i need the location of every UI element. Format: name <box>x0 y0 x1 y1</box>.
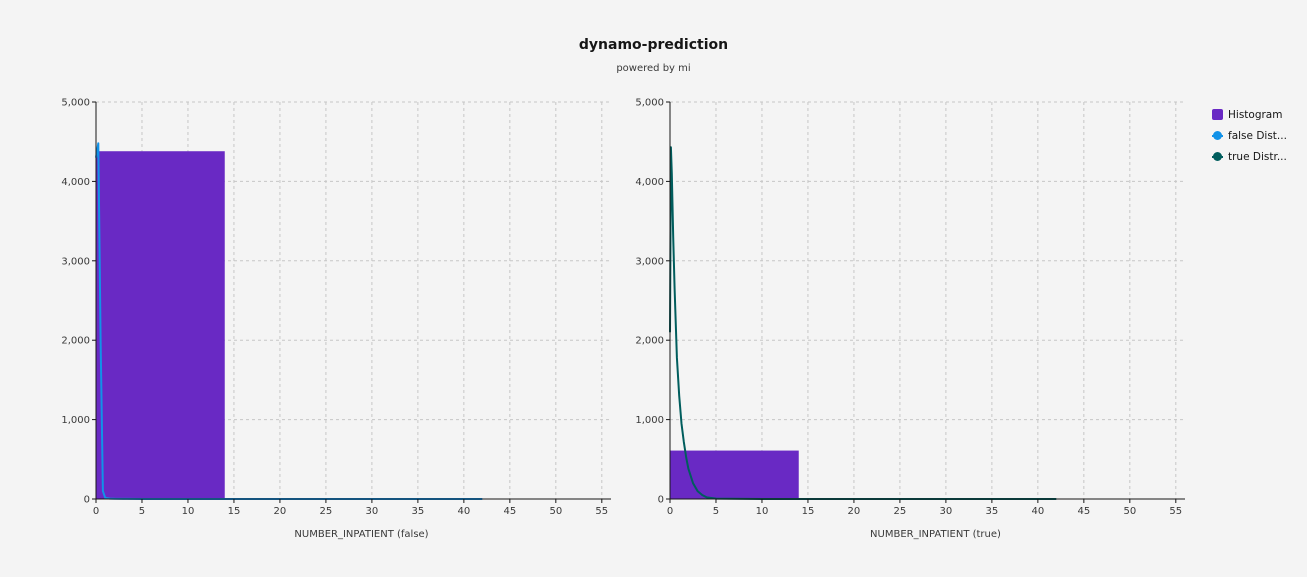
y-tick-label: 3,000 <box>635 256 664 267</box>
x-tick-label: 25 <box>894 506 907 517</box>
histogram-bar <box>670 450 799 499</box>
x-axis-label: NUMBER_INPATIENT (true) <box>870 529 1001 540</box>
y-tick-label: 4,000 <box>635 177 664 188</box>
x-tick-label: 10 <box>182 506 195 517</box>
x-tick-label: 40 <box>457 506 470 517</box>
x-tick-label: 45 <box>503 506 516 517</box>
legend-item-true-dist[interactable]: true Distr... <box>1212 146 1287 167</box>
x-tick-label: 20 <box>848 506 861 517</box>
x-tick-label: 35 <box>986 506 999 517</box>
x-tick-label: 50 <box>1123 506 1136 517</box>
y-tick-label: 2,000 <box>61 336 90 347</box>
x-tick-label: 55 <box>595 506 608 517</box>
legend-label-histogram: Histogram <box>1228 108 1283 121</box>
y-tick-label: 5,000 <box>635 98 664 109</box>
legend-swatch-histogram <box>1212 109 1223 120</box>
x-tick-label: 20 <box>274 506 287 517</box>
x-tick-label: 35 <box>412 506 425 517</box>
y-tick-label: 3,000 <box>61 256 90 267</box>
chart-subtitle: powered by mi <box>616 63 691 74</box>
legend-item-histogram[interactable]: Histogram <box>1212 104 1287 125</box>
legend-item-false-dist[interactable]: false Dist... <box>1212 125 1287 146</box>
x-tick-label: 30 <box>366 506 379 517</box>
x-tick-label: 45 <box>1077 506 1090 517</box>
x-tick-label: 15 <box>802 506 815 517</box>
x-tick-label: 10 <box>756 506 769 517</box>
y-tick-label: 0 <box>84 495 90 506</box>
x-tick-label: 55 <box>1169 506 1182 517</box>
x-tick-label: 40 <box>1031 506 1044 517</box>
x-tick-label: 50 <box>549 506 562 517</box>
legend-label-false-dist: false Dist... <box>1228 129 1287 142</box>
y-tick-label: 1,000 <box>61 415 90 426</box>
x-tick-label: 0 <box>93 506 99 517</box>
legend: Histogram false Dist... true Distr... <box>1212 104 1287 167</box>
x-tick-label: 25 <box>320 506 333 517</box>
y-tick-label: 4,000 <box>61 177 90 188</box>
x-tick-label: 5 <box>713 506 719 517</box>
y-tick-label: 0 <box>658 495 664 506</box>
x-tick-label: 5 <box>139 506 145 517</box>
y-tick-label: 5,000 <box>61 98 90 109</box>
plot-left: 0 1,000 2,000 3,000 4,000 5,000 0 5 10 15 20 25 30 35… <box>61 98 611 540</box>
x-axis-label: NUMBER_INPATIENT (false) <box>294 529 428 540</box>
x-tick-label: 30 <box>940 506 953 517</box>
y-tick-label: 2,000 <box>635 336 664 347</box>
legend-swatch-true-dist <box>1212 151 1223 162</box>
chart-title: dynamo-prediction <box>578 37 729 53</box>
legend-swatch-false-dist <box>1212 130 1223 141</box>
plot-right: 0 1,000 2,000 3,000 4,000 5,000 0 5 10 15 20 25 30 35… <box>635 98 1185 540</box>
x-tick-label: 0 <box>667 506 673 517</box>
legend-label-true-dist: true Distr... <box>1228 150 1287 163</box>
histogram-bar <box>96 151 225 499</box>
distribution-line <box>669 146 1057 500</box>
x-tick-label: 15 <box>228 506 241 517</box>
y-tick-label: 1,000 <box>635 415 664 426</box>
